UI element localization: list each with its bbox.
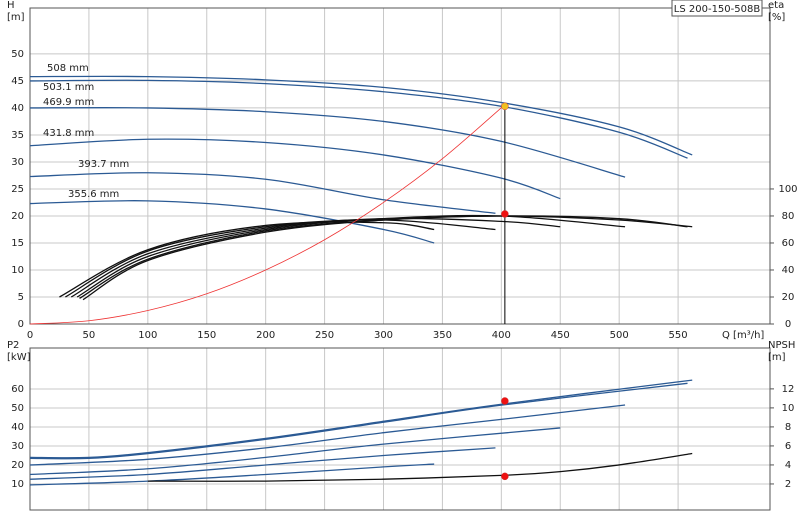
curve	[29, 200, 435, 244]
y-tick-label: 10	[11, 479, 24, 490]
x-tick-label: 200	[256, 330, 275, 341]
curve	[29, 463, 435, 486]
curve	[29, 79, 688, 159]
curve	[29, 382, 688, 460]
y2-tick-label: 12	[782, 384, 795, 395]
y-tick-label: 30	[11, 157, 24, 168]
x-tick-label: 350	[433, 330, 452, 341]
curve	[29, 379, 693, 459]
y-tick-label: 0	[18, 319, 24, 330]
x-axis-label: Q [m³/h]	[722, 330, 764, 341]
y-tick-label: 15	[11, 238, 24, 249]
y2-tick-label: 8	[785, 422, 791, 433]
y-tick-label: 50	[11, 49, 24, 60]
x-tick-label: 400	[492, 330, 511, 341]
curve	[29, 107, 626, 178]
x-tick-label: 300	[374, 330, 393, 341]
y-tick-label: 25	[11, 184, 24, 195]
curve	[29, 172, 496, 214]
curve	[29, 138, 561, 200]
y-tick-label: 30	[11, 441, 24, 452]
plot-frame	[29, 7, 771, 325]
curve-label: 431.8 mm	[43, 128, 94, 139]
y-axis-label: P2	[7, 340, 19, 351]
y2-tick-label: 20	[782, 292, 795, 303]
x-tick-label: 0	[27, 330, 33, 341]
y2-tick-label: 80	[782, 211, 795, 222]
y2-axis-label: NPSH	[768, 340, 795, 351]
y-tick-label: 50	[11, 403, 24, 414]
secondary-curve	[59, 221, 435, 298]
y2-axis-label: [m]	[768, 352, 786, 363]
y2-tick-label: 10	[782, 403, 795, 414]
curve-label: 503.1 mm	[43, 82, 94, 93]
y-tick-label: 5	[18, 292, 24, 303]
title-box	[671, 0, 763, 17]
curve	[29, 104, 506, 325]
y2-tick-label: 60	[782, 238, 795, 249]
y-tick-label: 20	[11, 460, 24, 471]
y-tick-label: 20	[11, 211, 24, 222]
y-axis-label: [kW]	[7, 352, 31, 363]
operating-point	[501, 472, 509, 481]
x-tick-label: 550	[669, 330, 688, 341]
operating-point	[501, 397, 509, 405]
y-axis-label: H	[7, 0, 15, 11]
chart-title: LS 200-150-508B	[674, 4, 761, 15]
y2-axis-label: eta	[768, 0, 784, 11]
y-tick-label: 40	[11, 422, 24, 433]
y2-tick-label: 40	[782, 265, 795, 276]
curve-label: 469.9 mm	[43, 97, 94, 108]
y2-tick-label: 2	[785, 479, 791, 490]
secondary-curve	[65, 219, 496, 298]
curve	[29, 427, 561, 476]
secondary-curve	[82, 215, 693, 301]
y-tick-label: 35	[11, 130, 24, 141]
operating-point	[501, 102, 509, 111]
secondary-curve	[147, 452, 693, 482]
x-tick-label: 450	[551, 330, 570, 341]
y-tick-label: 40	[11, 103, 24, 114]
y-tick-label: 10	[11, 265, 24, 276]
curve-label: 393.7 mm	[78, 159, 129, 170]
x-tick-label: 100	[138, 330, 157, 341]
plot-frame	[29, 347, 771, 511]
x-tick-label: 50	[83, 330, 96, 341]
y2-tick-label: 6	[785, 441, 791, 452]
y2-axis-label: [%]	[768, 12, 785, 23]
curve	[29, 75, 693, 156]
y-tick-label: 60	[11, 384, 24, 395]
x-tick-label: 250	[315, 330, 334, 341]
operating-point	[501, 210, 509, 218]
curve-label: 355.6 mm	[68, 189, 119, 200]
y2-tick-label: 100	[778, 184, 797, 195]
x-tick-label: 500	[610, 330, 629, 341]
y2-tick-label: 4	[785, 460, 791, 471]
y2-tick-label: 0	[785, 319, 791, 330]
x-tick-label: 150	[197, 330, 216, 341]
y-tick-label: 45	[11, 76, 24, 87]
curve	[29, 447, 496, 480]
y-axis-label: [m]	[7, 12, 25, 23]
curve	[29, 404, 626, 466]
curve-label: 508 mm	[47, 63, 89, 74]
